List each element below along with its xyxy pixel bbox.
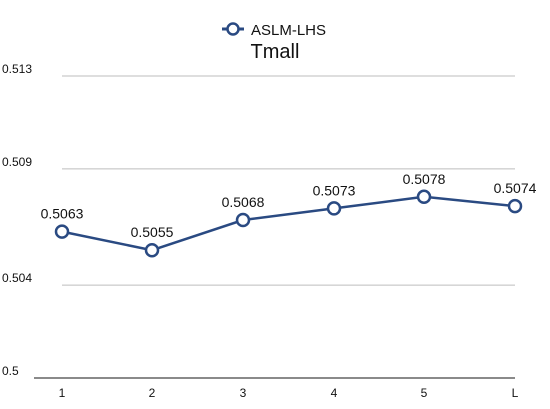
y-tick-label: 0.513 <box>2 62 32 76</box>
x-tick-label: 4 <box>331 386 338 400</box>
data-label: 0.5078 <box>403 171 446 187</box>
data-label: 0.5063 <box>41 206 84 222</box>
data-label: 0.5055 <box>131 224 174 240</box>
legend: ASLM-LHS <box>222 22 326 39</box>
legend-label: ASLM-LHS <box>251 22 326 39</box>
data-label: 0.5073 <box>313 182 356 198</box>
y-tick-label: 0.509 <box>2 155 32 169</box>
chart-title: Tmall <box>251 41 300 63</box>
series-line <box>61 195 516 252</box>
data-point <box>507 198 523 214</box>
y-tick-label: 0.5 <box>2 364 19 378</box>
data-point <box>54 224 70 239</box>
y-tick-label: 0.504 <box>2 271 32 285</box>
data-point <box>326 201 342 216</box>
data-label: 0.5068 <box>222 194 265 210</box>
x-tick-label: L <box>512 386 519 400</box>
data-point <box>144 242 160 258</box>
data-label: 0.5074 <box>494 180 537 196</box>
x-tick-label: 5 <box>421 386 428 400</box>
data-point <box>416 189 432 205</box>
x-tick-label: 2 <box>149 386 156 400</box>
x-tick-label: 3 <box>240 386 247 400</box>
legend-circle-marker <box>226 22 240 36</box>
x-tick-label: 1 <box>59 386 66 400</box>
data-point <box>235 212 251 228</box>
